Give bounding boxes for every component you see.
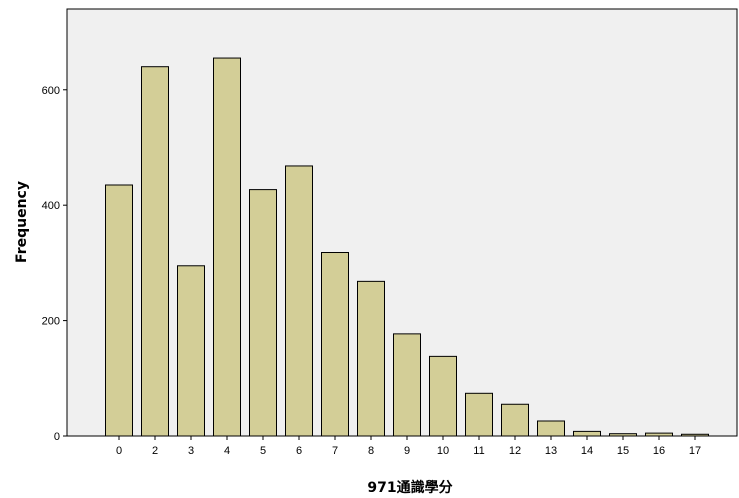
bar-2 xyxy=(141,66,169,437)
x-tick-label: 15 xyxy=(617,445,629,457)
y-tick-label: 400 xyxy=(42,200,60,212)
bar-14 xyxy=(573,430,601,437)
bar-5 xyxy=(249,189,277,437)
bars xyxy=(105,57,709,437)
bar-11 xyxy=(465,392,493,437)
x-tick-label: 16 xyxy=(653,445,665,457)
y-tick-label: 0 xyxy=(54,431,60,443)
bar-10 xyxy=(429,355,457,437)
x-tick-label: 9 xyxy=(404,445,410,457)
x-tick-label: 10 xyxy=(437,445,449,457)
x-axis: 0 2 3 4 5 6 7 8 9 10 11 12 13 14 15 16 17 xyxy=(116,436,701,457)
bar-15 xyxy=(609,433,637,437)
y-axis-title: Frequency xyxy=(14,181,30,263)
x-tick-label: 6 xyxy=(296,445,302,457)
x-tick-label: 12 xyxy=(509,445,521,457)
bar-4 xyxy=(213,57,241,437)
x-tick-label: 14 xyxy=(581,445,593,457)
y-tick-label: 200 xyxy=(42,316,60,328)
y-tick-label: 600 xyxy=(42,85,60,97)
y-axis: 0 200 400 600 xyxy=(42,85,67,443)
bar-7 xyxy=(321,252,349,437)
x-tick-label: 5 xyxy=(260,445,266,457)
x-tick-label: 8 xyxy=(368,445,374,457)
x-tick-label: 2 xyxy=(152,445,158,457)
x-tick-label: 7 xyxy=(332,445,338,457)
x-axis-title: 971通識學分 xyxy=(367,479,452,496)
bar-0 xyxy=(105,184,133,437)
bar-8 xyxy=(357,280,385,437)
x-tick-label: 17 xyxy=(689,445,701,457)
bar-6 xyxy=(285,165,313,437)
bar-16 xyxy=(645,432,673,437)
x-tick-label: 13 xyxy=(545,445,557,457)
bar-12 xyxy=(501,403,529,437)
x-tick-label: 11 xyxy=(473,445,484,457)
bar-9 xyxy=(393,333,421,437)
bar-17 xyxy=(681,433,709,437)
bar-13 xyxy=(537,420,565,437)
x-tick-label: 0 xyxy=(116,445,122,457)
x-tick-label: 3 xyxy=(188,445,194,457)
x-tick-label: 4 xyxy=(224,445,230,457)
bar-3 xyxy=(177,265,205,437)
